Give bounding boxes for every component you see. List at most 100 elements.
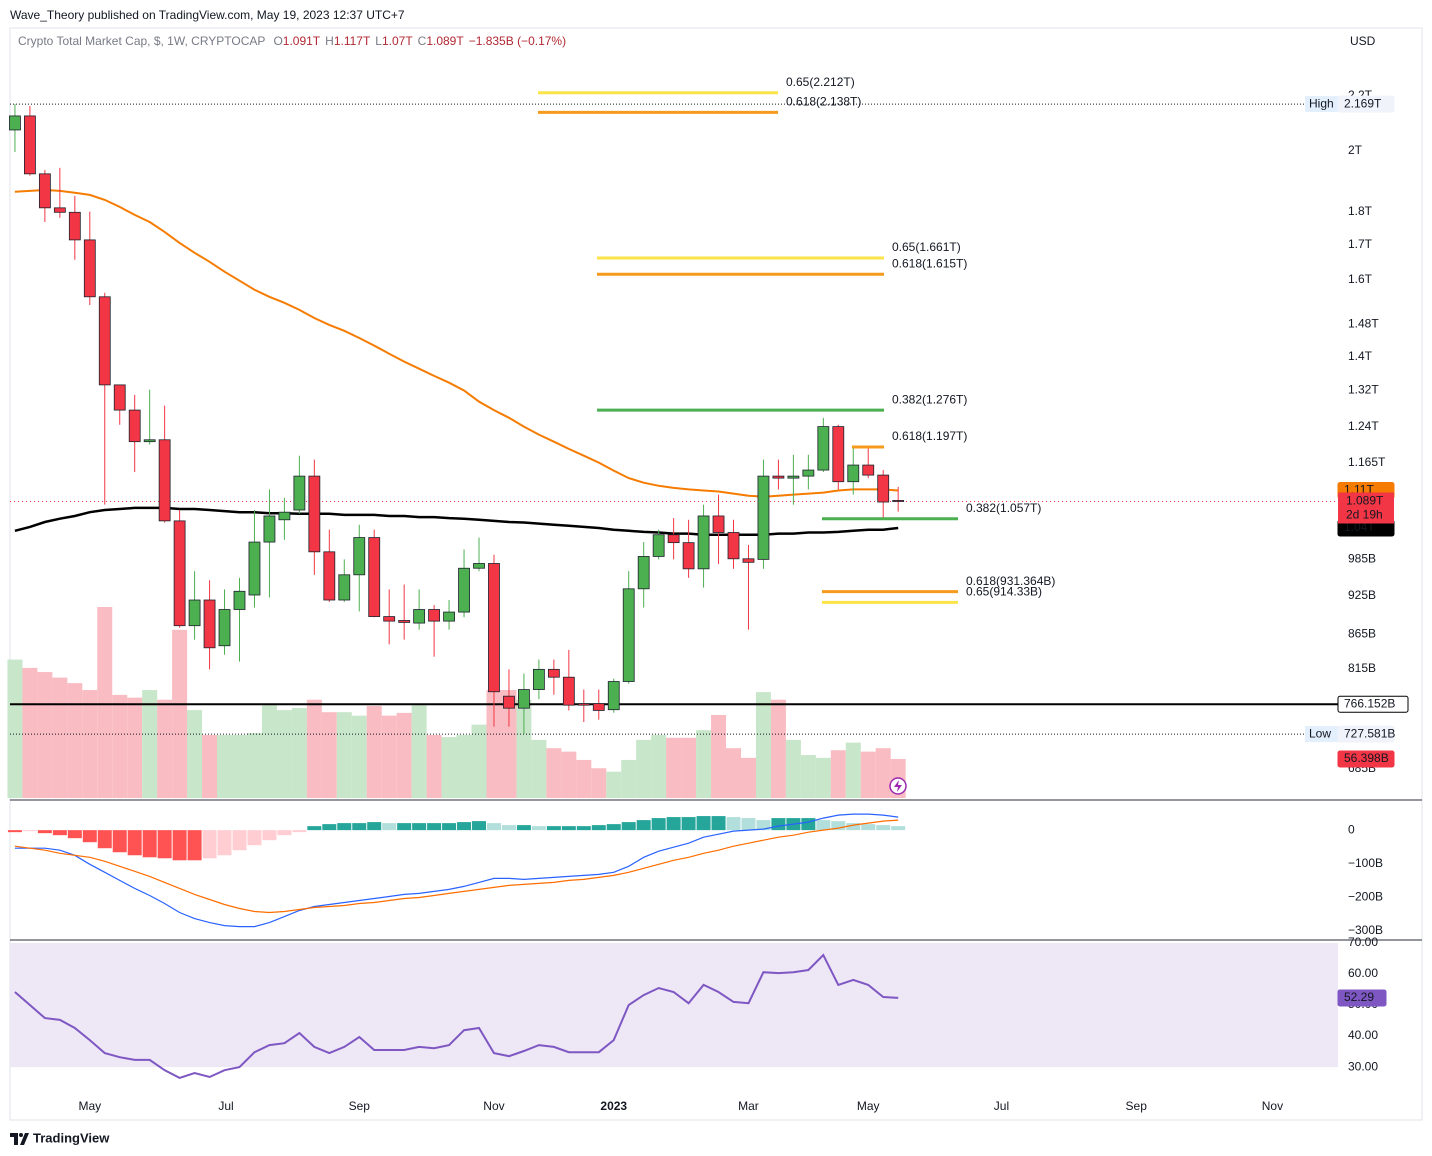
macd-histogram-bar bbox=[621, 822, 636, 831]
extreme-name-box bbox=[1305, 726, 1338, 743]
candle-body bbox=[428, 609, 441, 622]
currency: USD bbox=[1350, 34, 1376, 48]
macd-histogram-bar bbox=[367, 822, 382, 831]
alert-icon-bolt bbox=[894, 780, 902, 792]
y-tick-label: 985B bbox=[1348, 552, 1376, 566]
macd-histogram-bar bbox=[531, 826, 546, 831]
volume-bar bbox=[651, 735, 667, 798]
candle-body bbox=[323, 551, 336, 601]
extreme-label-box bbox=[1337, 95, 1395, 113]
volume-bar bbox=[202, 735, 218, 798]
candle-body bbox=[158, 439, 171, 522]
legend-value: 1.091T bbox=[283, 34, 321, 48]
volume-bar bbox=[306, 699, 322, 798]
x-tick-label: Nov bbox=[1262, 1099, 1283, 1113]
candle-body bbox=[68, 211, 81, 241]
candle-body bbox=[532, 668, 545, 690]
volume-bar bbox=[127, 697, 143, 798]
legend-key: O bbox=[273, 34, 282, 48]
candle-body bbox=[278, 511, 291, 521]
brand-logo bbox=[10, 1133, 29, 1145]
macd-histogram-bar bbox=[831, 821, 846, 831]
extreme-name: Low bbox=[1309, 726, 1331, 740]
volume-bar bbox=[217, 735, 233, 798]
legend-title: Crypto Total Market Cap, $, 1W, CRYPTOCA… bbox=[18, 34, 265, 48]
rsi-line bbox=[14, 953, 899, 1079]
candle-body bbox=[473, 563, 485, 569]
macd-histogram-bar bbox=[397, 823, 412, 831]
fib-label: 0.618(2.138T) bbox=[786, 95, 861, 109]
candle-body bbox=[53, 207, 66, 213]
volume-bar bbox=[67, 683, 83, 798]
macd-histogram-bar bbox=[501, 825, 516, 831]
volume-bar bbox=[276, 710, 292, 798]
macd-histogram-bar bbox=[337, 823, 352, 831]
volume-bar bbox=[785, 739, 801, 798]
volume-bar bbox=[800, 755, 816, 798]
candle-body bbox=[877, 474, 890, 503]
macd-histogram-bar bbox=[382, 823, 397, 831]
volume-bar bbox=[666, 737, 682, 798]
volume-bar bbox=[815, 757, 831, 798]
macd-histogram-bar bbox=[22, 830, 37, 832]
macd-line bbox=[14, 819, 899, 914]
candle-body bbox=[772, 475, 785, 479]
x-tick-label: Jul bbox=[994, 1099, 1009, 1113]
macd-histogram-bar bbox=[606, 824, 621, 831]
volume-bar bbox=[411, 705, 427, 798]
y-tick-label: 1.6T bbox=[1348, 272, 1373, 286]
macd-histogram-bar bbox=[232, 830, 247, 851]
extreme-label-box bbox=[1337, 725, 1395, 743]
volume-bar bbox=[22, 667, 38, 798]
candle-body bbox=[368, 537, 381, 617]
candle-body bbox=[667, 534, 680, 544]
frame bbox=[9, 27, 1423, 1121]
x-tick-label: Mar bbox=[738, 1099, 759, 1113]
candle-body bbox=[847, 464, 860, 483]
macd-histogram-bar bbox=[247, 830, 262, 846]
rsi-band bbox=[10, 943, 1338, 1068]
candle-body bbox=[143, 439, 156, 443]
volume-bar bbox=[591, 768, 607, 798]
y-tick-label: 70.00 bbox=[1348, 935, 1378, 949]
macd-histogram-bar bbox=[97, 830, 112, 849]
volume-bar bbox=[711, 714, 727, 798]
fib-label: 0.382(1.057T) bbox=[966, 501, 1041, 515]
macd-histogram-bar bbox=[801, 818, 816, 831]
candle-body bbox=[503, 695, 515, 709]
candle-body bbox=[248, 541, 261, 596]
candle-body bbox=[263, 515, 276, 543]
macd-histogram-bar bbox=[142, 830, 157, 858]
y-tick-label: −100B bbox=[1348, 856, 1383, 870]
volume-bar bbox=[621, 759, 637, 798]
price-box bbox=[1338, 492, 1394, 524]
moving-average bbox=[14, 188, 899, 498]
macd-histogram-bar bbox=[307, 826, 322, 831]
candle-body bbox=[128, 409, 141, 443]
extreme-label: 2.169T bbox=[1344, 96, 1382, 110]
extreme-name: High bbox=[1309, 96, 1334, 110]
volume-bar bbox=[37, 672, 53, 798]
macd-histogram-bar bbox=[696, 816, 711, 831]
candle-body bbox=[353, 537, 366, 576]
macd-histogram-bar bbox=[546, 826, 561, 831]
candle-body bbox=[697, 515, 710, 570]
volume-bar bbox=[576, 759, 592, 798]
legend-key: H bbox=[325, 34, 334, 48]
fib-label: 0.618(1.615T) bbox=[892, 256, 967, 270]
candle-body bbox=[98, 296, 111, 386]
volume-bar bbox=[7, 659, 23, 798]
candle-body bbox=[802, 469, 815, 477]
macd-histogram-bar bbox=[217, 830, 232, 856]
volume-bar bbox=[321, 712, 337, 798]
x-tick-label: Sep bbox=[349, 1099, 371, 1113]
volume-bar bbox=[681, 737, 697, 798]
volume-bar bbox=[546, 748, 562, 798]
candle-body bbox=[443, 611, 455, 622]
volume-bar bbox=[606, 771, 622, 798]
candle-body bbox=[113, 384, 126, 411]
volume-bar bbox=[860, 751, 876, 798]
legend: Crypto Total Market Cap, $, 1W, CRYPTOCA… bbox=[18, 34, 566, 48]
macd-histogram-bar bbox=[427, 823, 442, 831]
level-label: 766.152B bbox=[1344, 696, 1395, 710]
